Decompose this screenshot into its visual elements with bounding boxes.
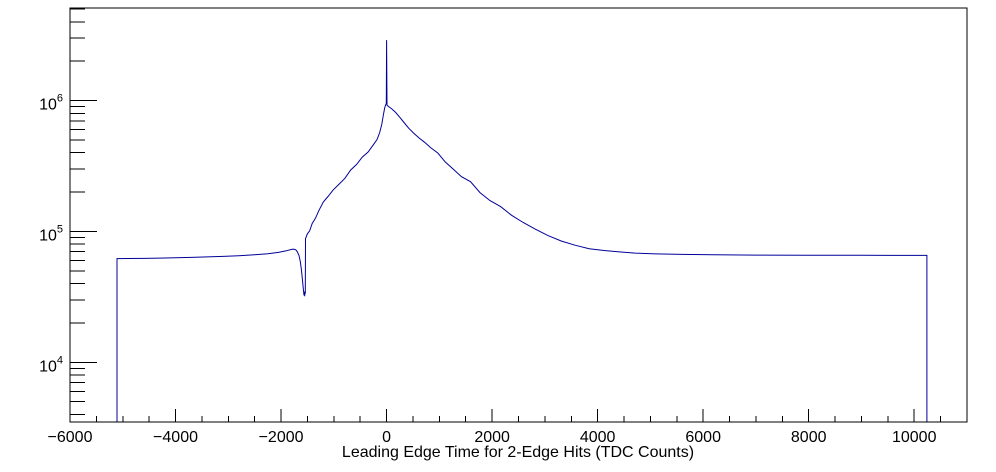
x-tick-label: 8000 <box>791 429 827 446</box>
x-tick-label: 0 <box>382 429 391 446</box>
x-axis-title: Leading Edge Time for 2-Edge Hits (TDC C… <box>341 444 695 461</box>
x-tick-label: 6000 <box>685 429 721 446</box>
y-tick-label: 104 <box>39 354 63 375</box>
x-tick-label: 2000 <box>474 429 510 446</box>
x-tick-label: −6000 <box>48 429 93 446</box>
y-tick-label: 105 <box>39 223 63 244</box>
histogram-line <box>116 40 928 422</box>
x-tick-label: 4000 <box>580 429 616 446</box>
plot-frame <box>69 7 968 423</box>
y-tick-exponent: 5 <box>57 223 63 235</box>
y-tick-exponent: 4 <box>57 354 63 366</box>
x-tick-label: 10000 <box>892 429 937 446</box>
x-tick-label: −4000 <box>153 429 198 446</box>
x-tick-label: −2000 <box>259 429 304 446</box>
y-tick-exponent: 6 <box>57 93 63 105</box>
y-tick-label: 106 <box>39 93 63 114</box>
